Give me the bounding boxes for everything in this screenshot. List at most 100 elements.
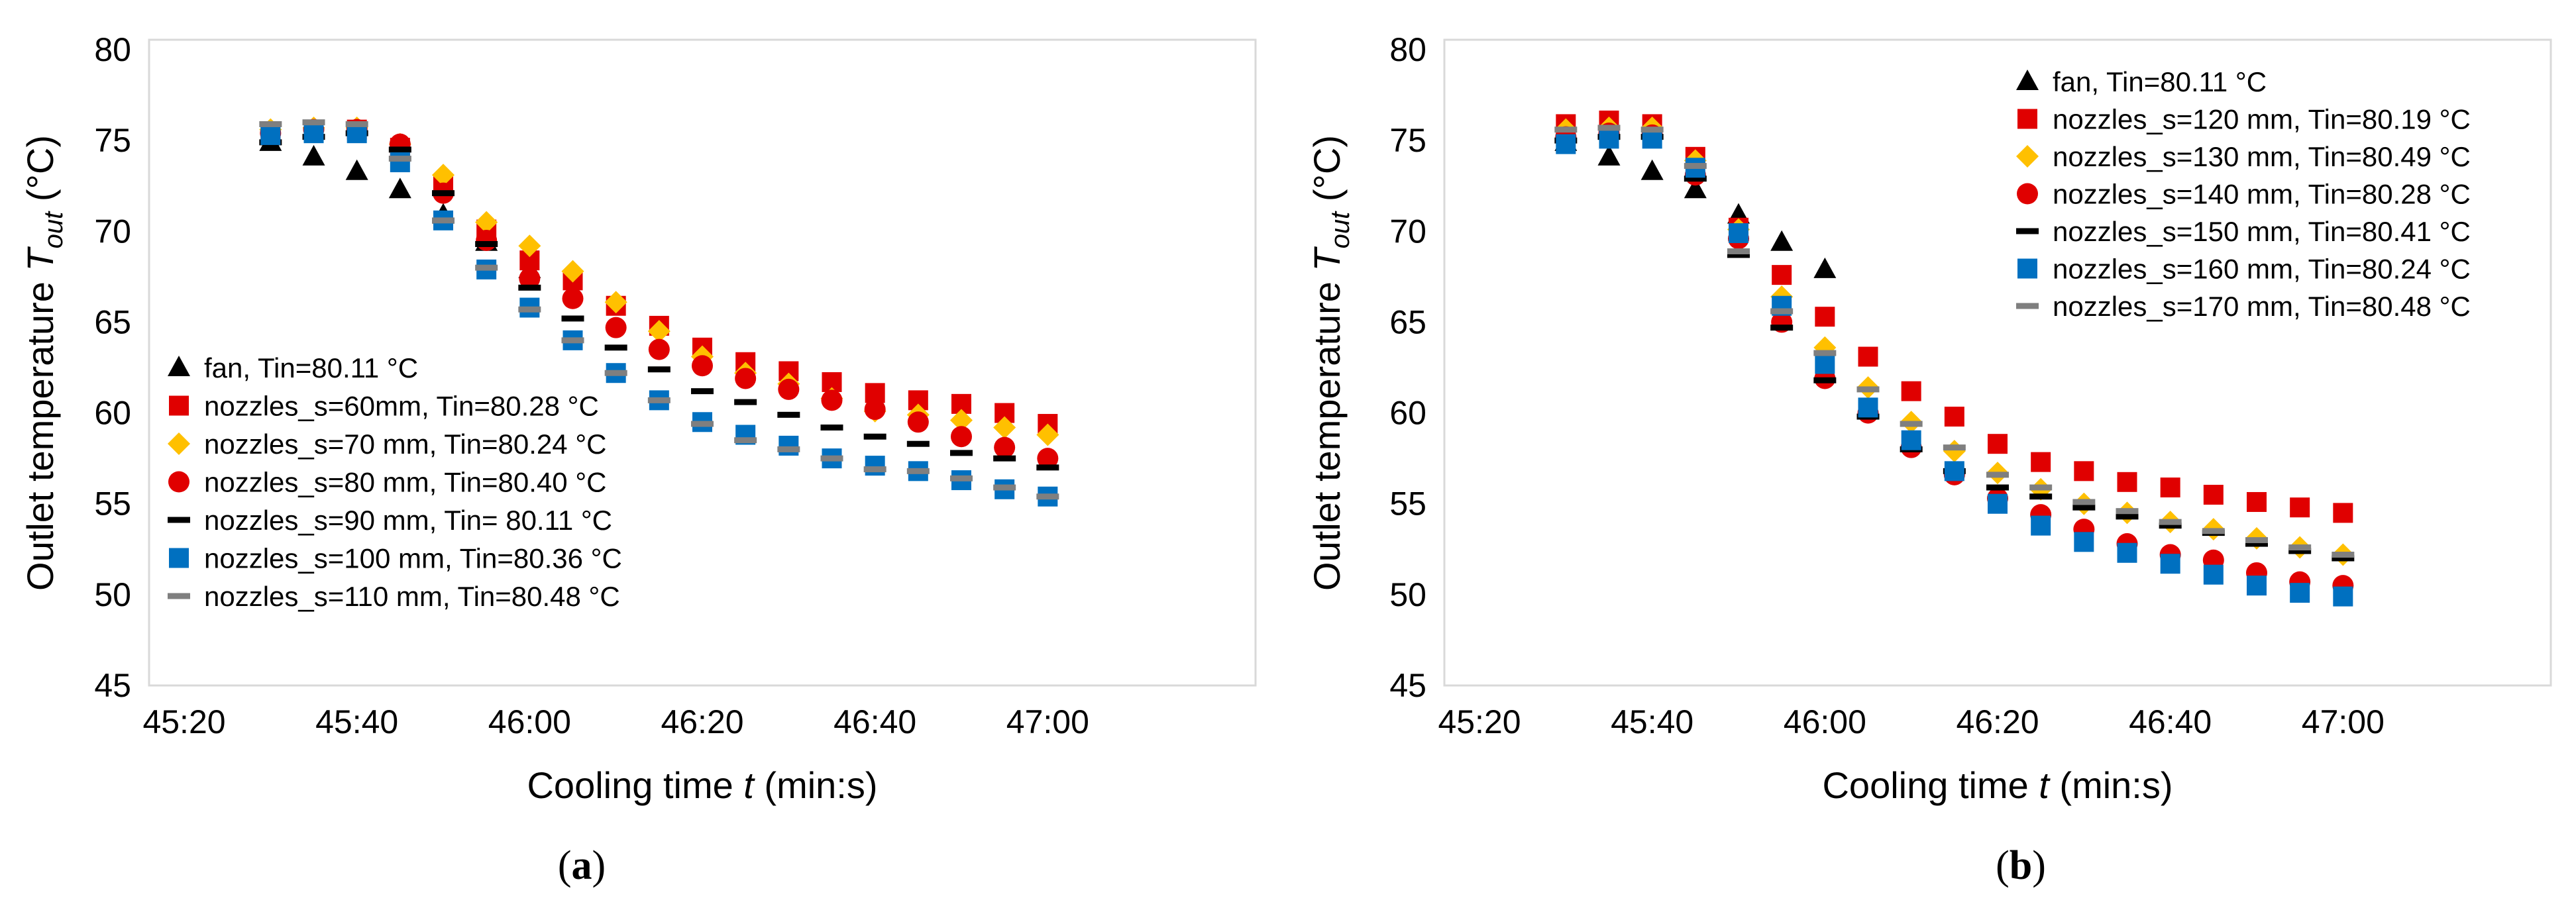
legend-item: nozzles_s=150 mm, Tin=80.41 °C (2016, 216, 2471, 247)
data-point (1036, 493, 1059, 500)
data-point (2072, 504, 2096, 511)
x-tick-label: 47:00 (2302, 703, 2385, 740)
legend-marker (2016, 70, 2039, 90)
data-point (390, 152, 410, 173)
data-point (604, 370, 627, 376)
data-point (1597, 144, 1621, 166)
legend-item: nozzles_s=110 mm, Tin=80.48 °C (168, 581, 620, 612)
data-point (950, 475, 973, 481)
y-tick-labels: 45 50 55 60 65 70 75 80 (94, 31, 131, 704)
data-point (1772, 265, 1792, 285)
y-tick-label: 80 (94, 31, 131, 68)
data-point (1770, 325, 1794, 331)
data-point (302, 119, 325, 126)
y-tick-label: 50 (94, 576, 131, 613)
data-point (1944, 461, 1964, 481)
data-point (1900, 421, 1923, 427)
data-point (345, 121, 368, 127)
data-point (561, 260, 584, 283)
data-point (302, 144, 325, 166)
data-marks (259, 116, 1059, 507)
data-point (2332, 552, 2355, 558)
legend-marker (169, 548, 189, 568)
legend-marker (2016, 228, 2039, 234)
legend-item: nozzles_s=60mm, Tin=80.28 °C (169, 391, 599, 422)
data-point (605, 317, 627, 338)
y-tick-label: 50 (1389, 576, 1426, 613)
data-point (950, 450, 973, 456)
data-point (865, 456, 885, 476)
data-point (2333, 586, 2353, 607)
legend-marker (2017, 109, 2037, 129)
legend-label: nozzles_s=60mm, Tin=80.28 °C (204, 391, 599, 422)
data-point (777, 411, 800, 418)
legend-label: nozzles_s=120 mm, Tin=80.19 °C (2053, 104, 2471, 135)
data-point (1813, 257, 1837, 278)
data-point (1640, 159, 1664, 180)
legend-marker (169, 395, 189, 416)
data-point (821, 389, 843, 411)
x-tick-labels: 45:20 45:40 46:00 46:20 46:40 47:00 (1438, 703, 2384, 740)
x-tick-label: 46:40 (833, 703, 916, 740)
legend-marker (168, 471, 189, 493)
y-tick-label: 70 (94, 213, 131, 250)
data-point (993, 455, 1016, 462)
data-point (2116, 513, 2139, 520)
data-point (1640, 126, 1664, 133)
data-point (2074, 532, 2094, 552)
series-2 (260, 119, 1058, 434)
data-point (2116, 508, 2139, 515)
data-point (906, 440, 930, 447)
y-tick-label: 45 (1389, 667, 1426, 704)
data-point (1554, 126, 1578, 133)
data-point (1727, 248, 1750, 254)
data-point (2160, 554, 2180, 574)
data-point (1986, 484, 2009, 491)
data-point (2074, 461, 2094, 481)
data-point (259, 121, 282, 127)
data-point (1770, 230, 1794, 251)
legend-label: nozzles_s=80 mm, Tin=80.40 °C (204, 467, 606, 498)
data-point (647, 397, 671, 403)
legend-label: nozzles_s=150 mm, Tin=80.41 °C (2053, 216, 2471, 247)
data-point (1858, 346, 1878, 367)
data-point (562, 287, 584, 309)
x-tick-label: 45:20 (1438, 703, 1521, 740)
y-tick-label: 80 (1389, 31, 1426, 68)
legend-marker (168, 432, 190, 455)
y-tick-label: 45 (94, 667, 131, 704)
data-point (2290, 497, 2310, 518)
data-point (2031, 452, 2051, 472)
legend-item: nozzles_s=130 mm, Tin=80.49 °C (2016, 141, 2471, 172)
data-point (1813, 377, 1837, 383)
legend-marker (168, 517, 190, 523)
data-point (518, 306, 541, 313)
plot-area-frame (148, 38, 1257, 687)
x-axis-title: Cooling time t (min:s) (527, 764, 877, 806)
data-point (734, 399, 757, 405)
data-point (388, 146, 411, 153)
x-tick-label: 45:20 (142, 703, 225, 740)
data-point (993, 416, 1016, 439)
data-point (1597, 125, 1621, 131)
legend-label: nozzles_s=100 mm, Tin=80.36 °C (204, 543, 622, 574)
y-tick-label: 65 (1389, 303, 1426, 340)
legend-item: nozzles_s=120 mm, Tin=80.19 °C (2017, 104, 2471, 135)
y-tick-label: 65 (94, 303, 131, 340)
data-point (2247, 491, 2267, 512)
data-point (1988, 493, 2008, 514)
legend-item: nozzles_s=140 mm, Tin=80.28 °C (2017, 179, 2471, 210)
data-point (2290, 583, 2310, 603)
data-point (2117, 542, 2137, 563)
legend-item: nozzles_s=170 mm, Tin=80.48 °C (2016, 291, 2471, 322)
data-point (518, 284, 541, 291)
plot-area-frame (1443, 38, 2552, 687)
data-point (432, 217, 455, 224)
data-point (692, 355, 713, 377)
legend-label: fan, Tin=80.11 °C (2053, 66, 2267, 97)
y-tick-label: 55 (94, 485, 131, 523)
data-point (2333, 503, 2353, 523)
data-point (1815, 354, 1835, 374)
series-7 (259, 119, 1059, 500)
data-point (432, 190, 455, 197)
